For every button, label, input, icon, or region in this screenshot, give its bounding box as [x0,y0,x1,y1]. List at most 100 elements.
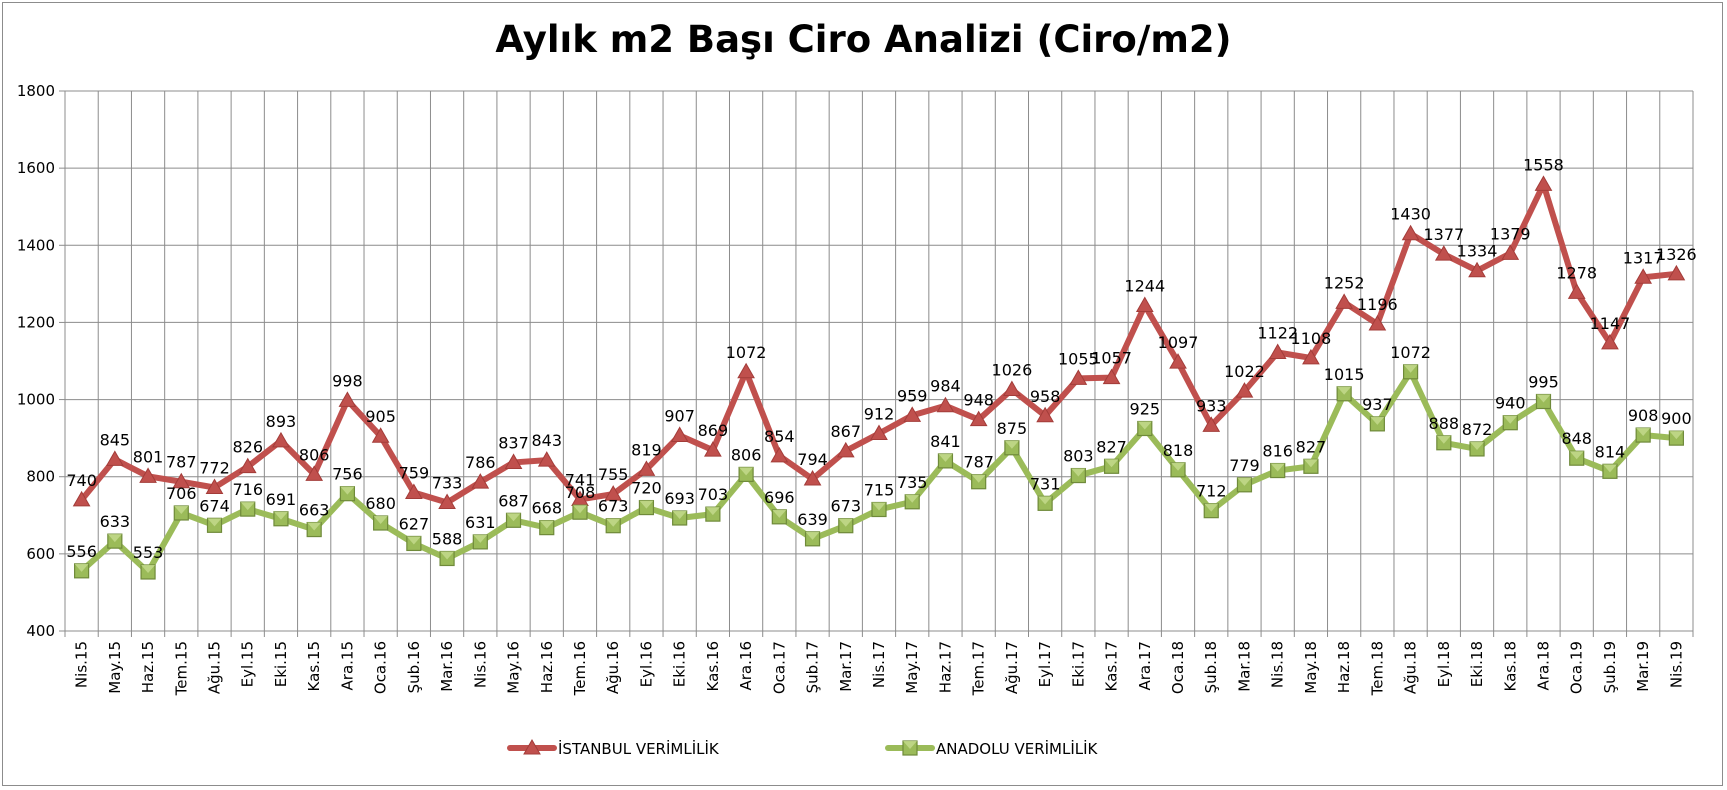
data-label: 872 [1462,420,1493,439]
data-label: 948 [963,391,994,410]
data-label: 959 [897,386,928,405]
data-point-marker-shine [805,531,820,540]
data-label: 1147 [1590,314,1631,333]
data-label: 907 [664,406,695,425]
x-tick-label: Eyl.17 [1036,641,1054,687]
x-tick-label: Şub.16 [405,641,423,693]
x-tick-label: Kas.15 [305,641,323,691]
data-point-marker [969,410,988,427]
data-point-marker [139,467,157,483]
data-label: 1377 [1423,225,1464,244]
data-point-marker-shine [938,453,953,462]
x-tick-label: Ara.18 [1534,641,1552,690]
data-point-marker-shine [240,502,255,511]
x-tick-label: Ağu.18 [1402,641,1420,694]
data-label: 741 [565,470,596,489]
x-tick-label: Oca.19 [1568,641,1586,694]
data-label: 841 [930,432,961,451]
x-tick-label: Eyl.18 [1435,641,1453,687]
data-label: 995 [1528,373,1559,392]
data-label: 731 [1030,474,1061,493]
data-point-marker [1202,416,1221,432]
data-label: 1072 [1390,343,1431,362]
data-point-marker-shine [838,518,853,527]
series-line [78,368,1680,575]
x-tick-label: Oca.18 [1169,641,1187,694]
x-tick-label: Kas.16 [704,641,722,691]
data-label: 816 [1262,442,1293,461]
data-label: 1057 [1091,349,1132,368]
y-tick-label: 1600 [17,159,55,177]
x-tick-label: May.16 [505,641,523,694]
x-tick-label: Kas.18 [1501,641,1519,691]
data-point-marker-shine [1004,440,1019,449]
x-tick-label: Nis.15 [73,641,91,688]
data-point-marker [205,478,224,495]
data-point-marker-shine [1204,503,1219,512]
data-label: 826 [232,438,263,457]
y-tick-label: 1400 [17,236,55,254]
data-label: 854 [764,427,795,446]
data-point-marker [1235,382,1254,398]
data-point-marker-shine [1071,468,1086,477]
x-tick-label: Eki.17 [1069,641,1087,687]
x-tick-label: Ağu.17 [1003,641,1021,694]
data-label: 703 [698,485,729,504]
data-point-marker-shine [739,467,754,476]
data-label: 1022 [1224,362,1265,381]
data-point-marker [1601,333,1619,350]
data-point-marker [670,426,689,442]
data-label: 673 [598,497,629,516]
data-label: 1326 [1656,245,1697,264]
data-label: 1026 [992,361,1033,380]
data-label: 639 [797,510,828,529]
data-label: 735 [897,473,928,492]
data-label: 937 [1362,395,1393,414]
y-tick-label: 600 [26,545,55,563]
data-label: 806 [299,445,330,464]
data-label: 998 [332,371,363,390]
data-point-marker-shine [1270,463,1285,472]
data-point-marker-shine [141,564,156,573]
data-label: 801 [133,447,164,466]
data-point-marker [1534,175,1553,191]
x-tick-label: Şub.19 [1601,641,1619,693]
data-point-marker-shine [340,486,355,495]
data-label: 720 [631,479,662,498]
data-point-marker [770,446,789,463]
data-point-marker-shine [1436,435,1451,444]
data-label: 827 [1096,437,1127,456]
x-tick-label: Eki.15 [272,641,290,687]
y-tick-label: 1200 [17,313,55,331]
data-label: 827 [1296,437,1327,456]
data-point-marker [404,483,423,500]
grid-lines [64,90,1694,632]
legend: İSTANBUL VERİMLİLİK ANADOLU VERİMLİLİK [507,738,1099,758]
data-label: 806 [731,445,762,464]
data-point-marker-shine [1137,421,1152,430]
data-label: 845 [100,430,131,449]
data-label: 1196 [1357,295,1398,314]
data-point-marker-shine [903,741,917,749]
data-label: 786 [465,453,496,472]
data-label: 867 [831,422,862,441]
data-label: 984 [930,377,961,396]
data-label: 925 [1130,400,1161,419]
data-label: 814 [1595,442,1626,461]
data-point-marker [504,453,523,469]
x-tick-label: May.18 [1302,641,1320,694]
data-label: 794 [797,450,828,469]
chart-title: Aylık m2 Başı Ciro Analizi (Ciro/m2) [495,18,1232,61]
x-tick-label: Mar.18 [1235,641,1253,692]
data-point-marker-shine [174,505,189,514]
data-label: 691 [266,490,297,509]
legend-label: ANADOLU VERİMLİLİK [936,739,1099,758]
data-point-marker-shine [572,505,587,514]
y-tick-label: 800 [26,468,55,486]
data-label: 556 [66,542,97,561]
data-label: 1317 [1623,248,1664,267]
data-label: 706 [166,484,197,503]
x-tick-label: Ara.16 [737,641,755,690]
data-point-marker [537,451,556,467]
